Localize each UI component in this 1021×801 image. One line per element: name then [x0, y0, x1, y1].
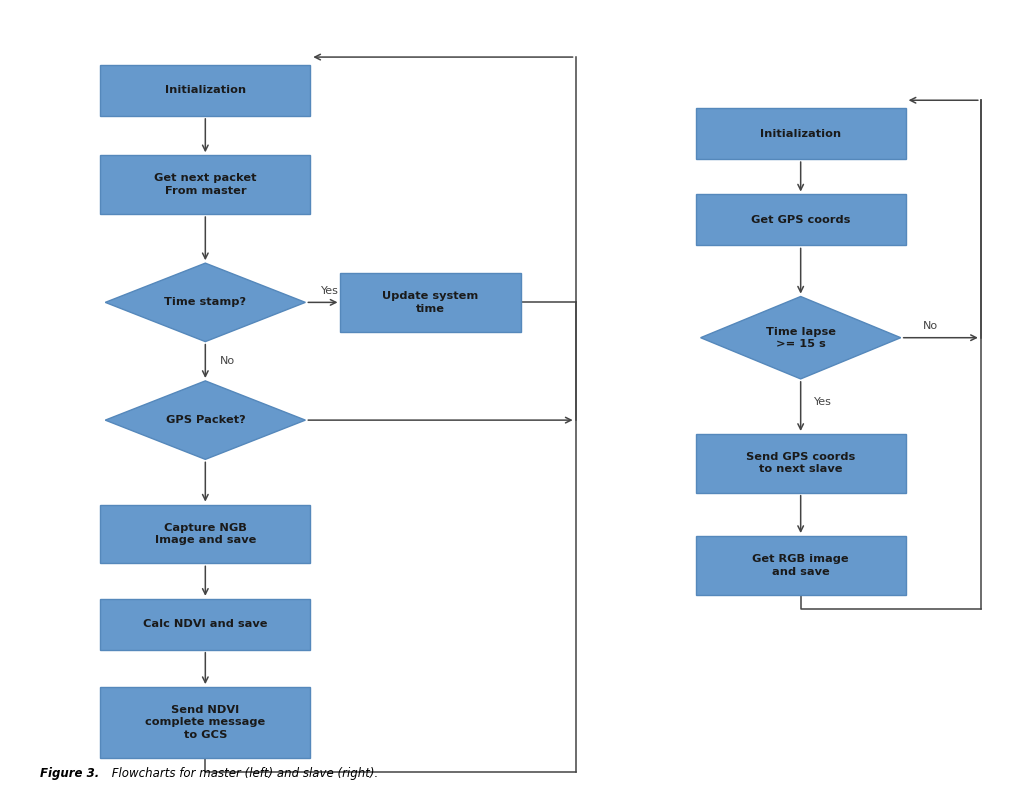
Text: Get RGB image
and save: Get RGB image and save	[752, 554, 849, 577]
FancyBboxPatch shape	[695, 536, 906, 595]
Text: Get next packet
From master: Get next packet From master	[154, 174, 256, 195]
Polygon shape	[105, 381, 305, 460]
Text: Time lapse
>= 15 s: Time lapse >= 15 s	[766, 327, 835, 349]
Text: Initialization: Initialization	[164, 86, 246, 95]
Text: Send NDVI
complete message
to GCS: Send NDVI complete message to GCS	[145, 705, 265, 740]
Text: Initialization: Initialization	[760, 129, 841, 139]
FancyBboxPatch shape	[100, 687, 310, 758]
FancyBboxPatch shape	[695, 108, 906, 159]
Text: Time stamp?: Time stamp?	[164, 297, 246, 308]
Text: Send GPS coords
to next slave: Send GPS coords to next slave	[746, 452, 856, 474]
Text: Capture NGB
Image and save: Capture NGB Image and save	[154, 523, 256, 545]
Polygon shape	[700, 296, 901, 379]
Text: Flowcharts for master (left) and slave (right).: Flowcharts for master (left) and slave (…	[108, 767, 379, 780]
Polygon shape	[105, 263, 305, 341]
FancyBboxPatch shape	[100, 598, 310, 650]
FancyBboxPatch shape	[695, 195, 906, 245]
Text: Get GPS coords: Get GPS coords	[751, 215, 850, 225]
Text: No: No	[923, 321, 938, 331]
Text: Yes: Yes	[814, 397, 832, 408]
Text: Calc NDVI and save: Calc NDVI and save	[143, 619, 268, 630]
FancyBboxPatch shape	[100, 505, 310, 563]
FancyBboxPatch shape	[340, 273, 521, 332]
FancyBboxPatch shape	[695, 434, 906, 493]
Text: No: No	[220, 356, 235, 366]
Text: Figure 3.: Figure 3.	[40, 767, 99, 780]
Text: Update system
time: Update system time	[382, 292, 479, 313]
FancyBboxPatch shape	[100, 155, 310, 214]
FancyBboxPatch shape	[100, 65, 310, 116]
Text: GPS Packet?: GPS Packet?	[165, 415, 245, 425]
Text: Yes: Yes	[322, 286, 339, 296]
